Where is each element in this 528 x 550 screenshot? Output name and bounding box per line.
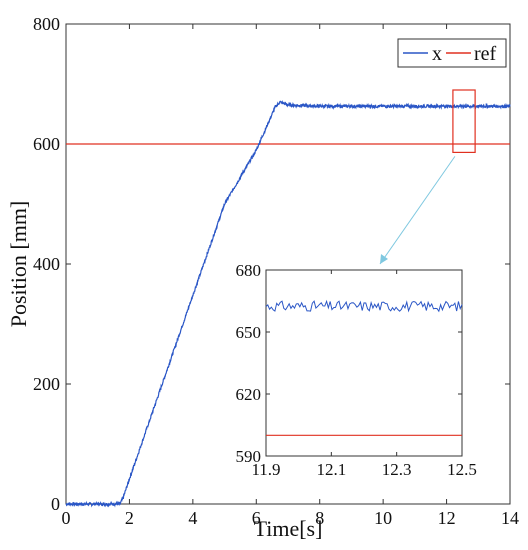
main-xtick-label: 6: [252, 508, 261, 528]
y-axis-label: Position [mm]: [6, 201, 31, 328]
inset-xtick-label: 11.9: [251, 460, 280, 479]
inset-xtick-label: 12.1: [316, 460, 346, 479]
legend-ref-label: ref: [474, 43, 497, 65]
inset-ytick-label: 680: [236, 261, 262, 280]
main-y-ticks: 0 200 400 600 800: [33, 14, 510, 514]
main-x-line: [65, 100, 511, 508]
inset-series-group: [265, 299, 463, 436]
main-xtick-label: 14: [501, 508, 519, 528]
main-xtick-label: 12: [438, 508, 456, 528]
main-xtick-label: 8: [315, 508, 324, 528]
main-ytick-label: 200: [33, 374, 60, 394]
inset-x-line: [265, 299, 463, 313]
zoom-arrow: [379, 156, 456, 265]
main-ytick-label: 600: [33, 134, 60, 154]
inset-xtick-label: 12.5: [447, 460, 477, 479]
main-ytick-label: 800: [33, 14, 60, 34]
main-x-ticks: 0 2 4 6 8 10 12 14: [62, 24, 519, 528]
main-xtick-label: 4: [188, 508, 197, 528]
inset-plot-frame: [265, 269, 463, 457]
inset-xtick-label: 12.3: [382, 460, 412, 479]
main-xtick-label: 0: [62, 508, 71, 528]
main-xtick-label: 10: [374, 508, 392, 528]
main-ytick-label: 400: [33, 254, 60, 274]
main-series-group: [65, 100, 511, 508]
main-xtick-label: 2: [125, 508, 134, 528]
inset-ytick-label: 650: [236, 323, 262, 342]
inset-x-ticks: 11.9 12.1 12.3 12.5: [251, 270, 477, 479]
x-axis-label: Time[s]: [254, 516, 323, 541]
inset-ytick-label: 620: [236, 385, 262, 404]
zoom-arrowhead: [380, 254, 388, 264]
legend-x-label: x: [432, 43, 442, 65]
main-ytick-label: 0: [51, 494, 60, 514]
inset-ytick-label: 590: [236, 447, 262, 466]
zoom-highlight-box: [452, 89, 476, 154]
legend: x ref: [397, 38, 507, 68]
inset-y-ticks: 590 620 650 680: [236, 261, 462, 466]
